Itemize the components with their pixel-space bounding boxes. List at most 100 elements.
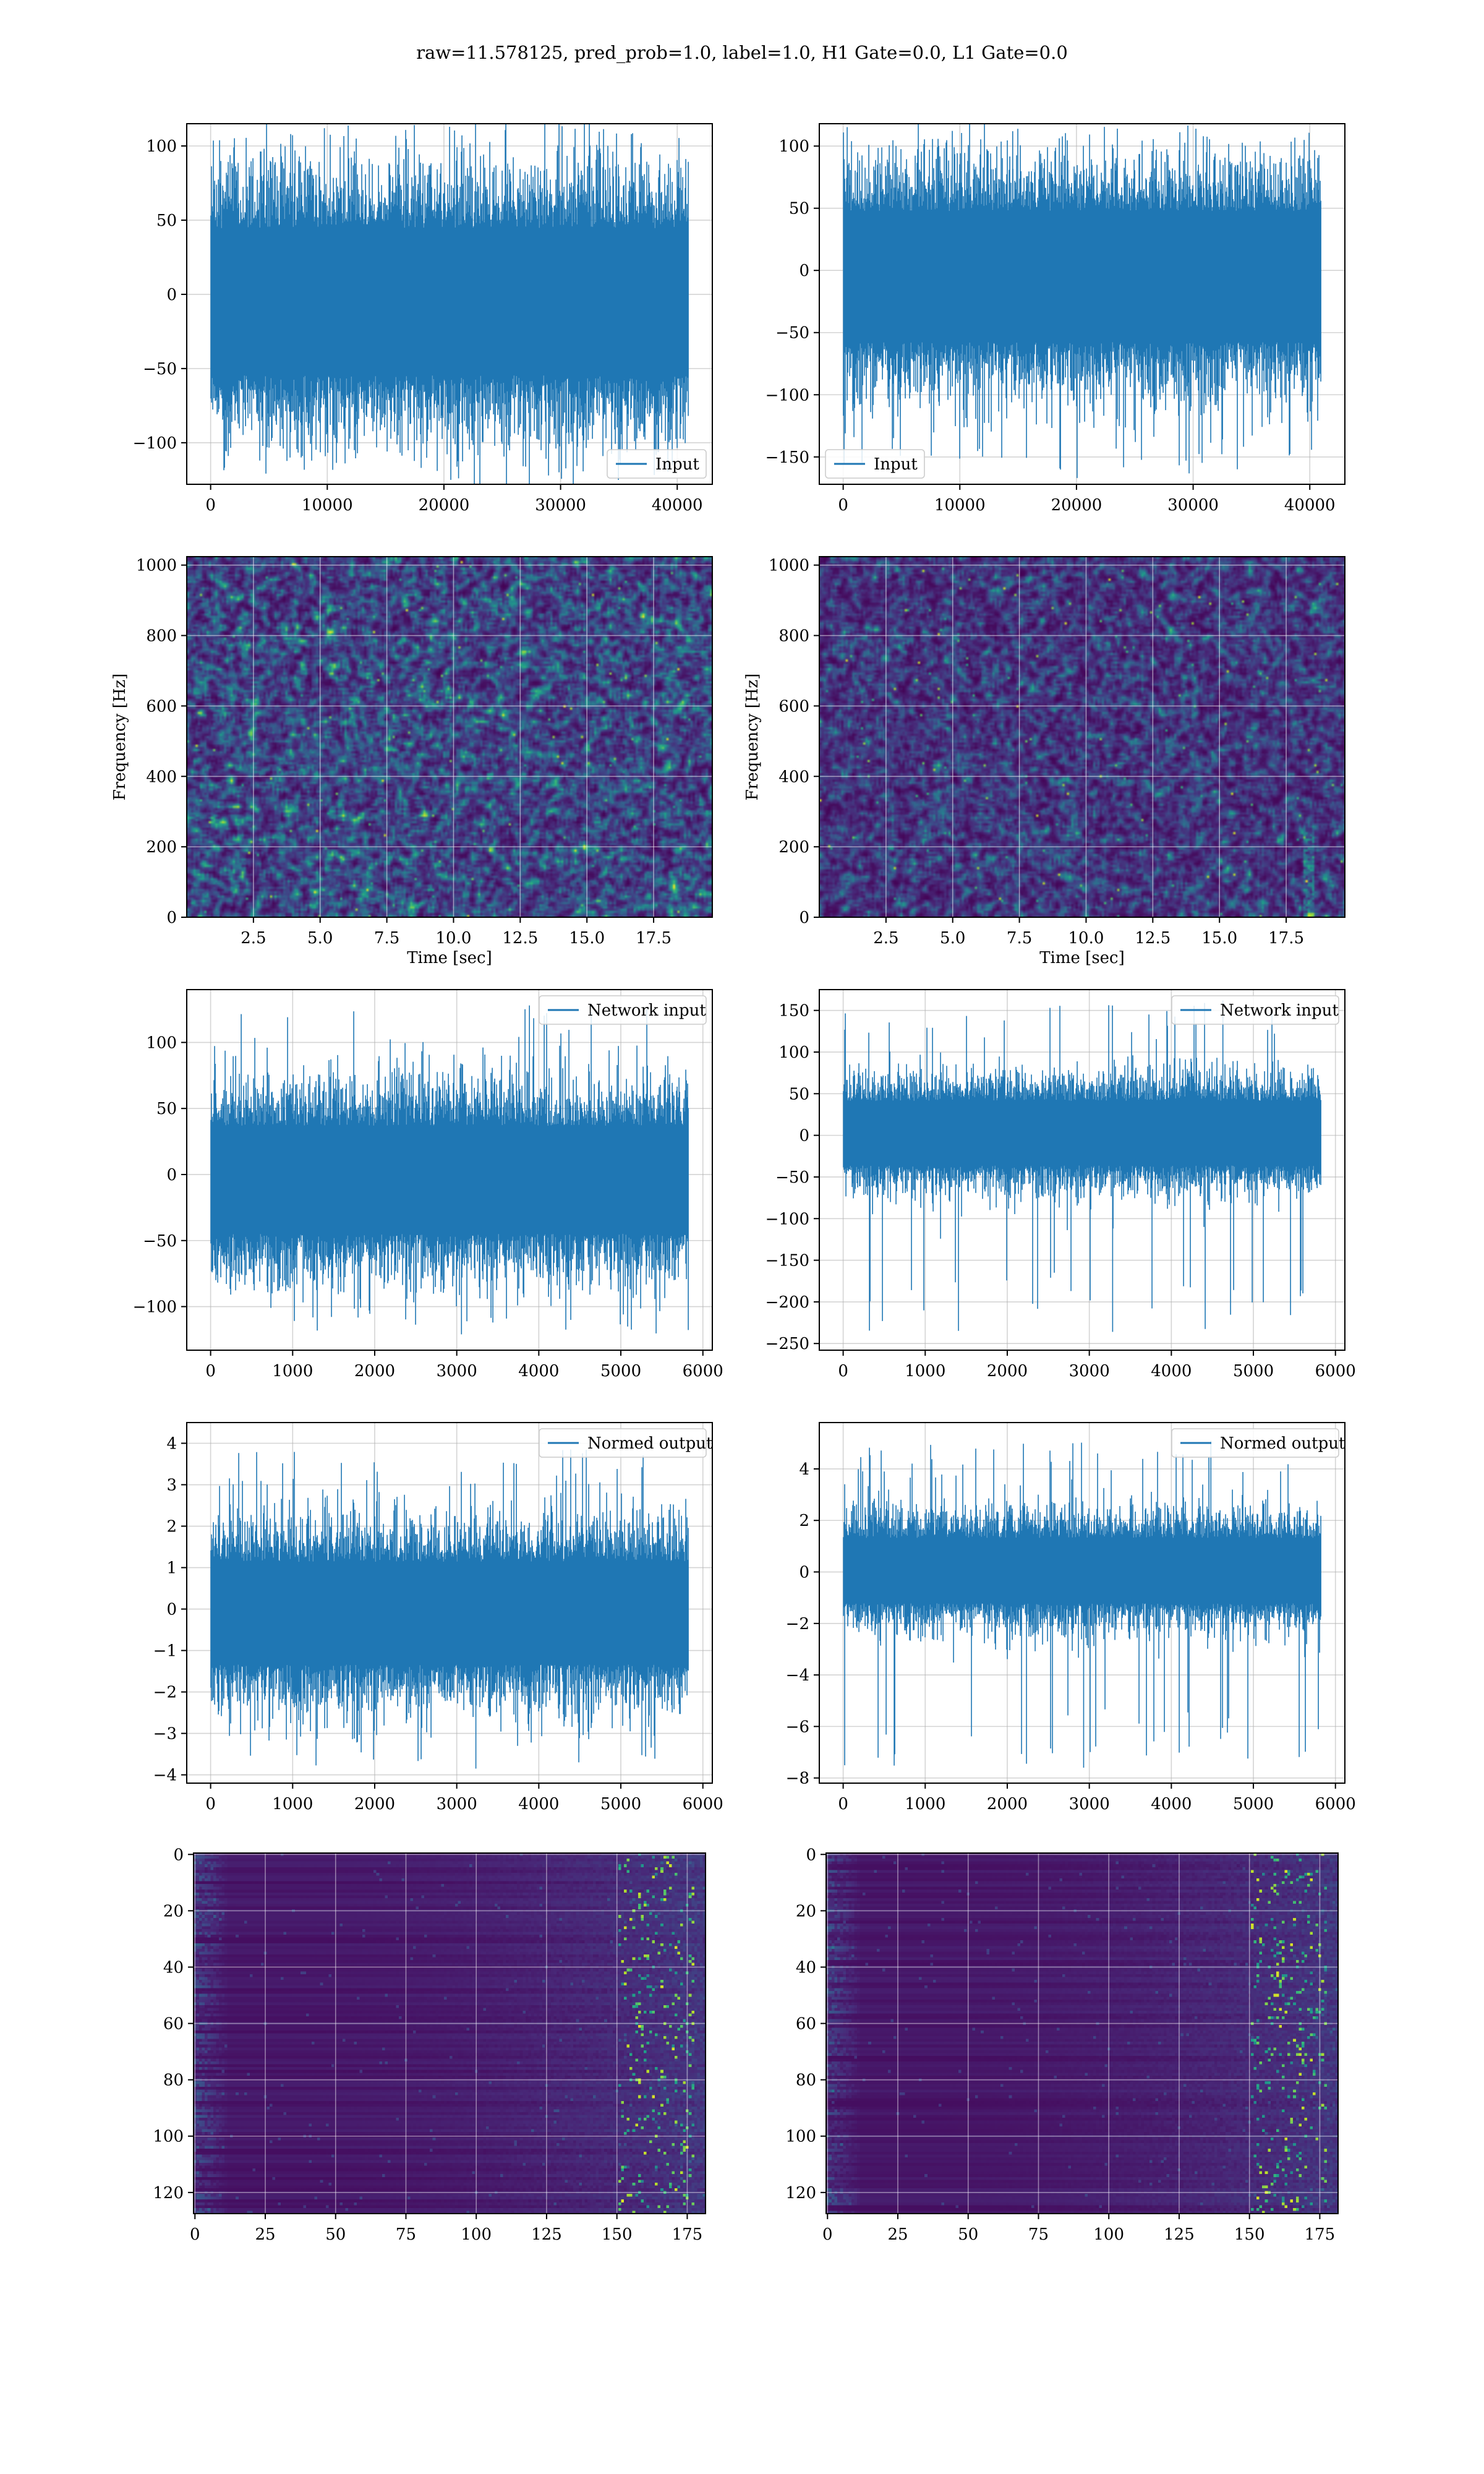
r2c0-legend-box bbox=[539, 995, 707, 1025]
r3c0-axes-frame bbox=[186, 1422, 713, 1784]
r3c0-legend-label: Normed output bbox=[587, 1434, 713, 1453]
r2c0-xtick-label: 0 bbox=[205, 1362, 216, 1380]
r0c1-ytick-label: −100 bbox=[765, 386, 809, 404]
r4c1-xtick-label: 125 bbox=[1164, 2225, 1195, 2244]
r4c1-xtick-label: 100 bbox=[1093, 2225, 1124, 2244]
r3c1-legend-label: Normed output bbox=[1220, 1434, 1345, 1453]
r3c1-xtick-label: 2000 bbox=[987, 1795, 1028, 1813]
r0c1-xtick-label: 40000 bbox=[1284, 496, 1336, 515]
r2c1-xtick-label: 3000 bbox=[1069, 1362, 1110, 1380]
r4c1-ytick-label: 0 bbox=[806, 1846, 816, 1864]
r1c0-xlabel: Time [sec] bbox=[407, 949, 492, 967]
r0c0-ytick-label: 0 bbox=[166, 286, 177, 304]
r0c1-ytick-label: 50 bbox=[789, 200, 809, 218]
r3c0-legend: Normed output bbox=[539, 1428, 713, 1458]
r0c0-ytick-label: −50 bbox=[143, 360, 177, 379]
r4c0-xtick-label: 125 bbox=[531, 2225, 562, 2244]
r1c1-xtick-label: 5.0 bbox=[940, 929, 965, 948]
r3c1-ytick-label: −4 bbox=[786, 1666, 809, 1685]
r1c0-xtick-label: 10.0 bbox=[436, 929, 472, 948]
r1c1-ytick-label: 600 bbox=[778, 697, 809, 716]
r3c0-ytick-label: 0 bbox=[166, 1601, 177, 1619]
r0c0-panel: 0 10000 20000 30000 40000 −100 −50 0 50 100 Input bbox=[133, 123, 713, 515]
r4c0-ytick-label: 40 bbox=[163, 1958, 184, 1977]
r3c0-xtick-label: 4000 bbox=[518, 1795, 559, 1813]
r2c0-xtick-label: 4000 bbox=[518, 1362, 559, 1380]
r3c1-xtick-label: 3000 bbox=[1069, 1795, 1110, 1813]
r2c1-ytick-label: −200 bbox=[765, 1293, 809, 1312]
r4c0-xtick-label: 0 bbox=[190, 2225, 200, 2244]
r3c0-ytick-label: 3 bbox=[166, 1476, 177, 1495]
r2c0-legend: Network input bbox=[539, 995, 707, 1025]
r4c0-xtick-label: 175 bbox=[672, 2225, 703, 2244]
r3c1-ytick-label: −8 bbox=[786, 1770, 809, 1788]
r3c0-ytick-label: 1 bbox=[166, 1559, 177, 1578]
r4c0-xtick-label: 50 bbox=[325, 2225, 346, 2244]
r1c1-xtick-label: 12.5 bbox=[1135, 929, 1171, 948]
r1c1-ytick-label: 800 bbox=[778, 627, 809, 646]
r2c0-ytick-label: −50 bbox=[143, 1232, 177, 1251]
r2c1-xtick-label: 1000 bbox=[905, 1362, 945, 1380]
r4c1-xtick-label: 50 bbox=[958, 2225, 978, 2244]
r0c0-legend-box bbox=[607, 449, 707, 479]
r4c1-ytick-label: 40 bbox=[796, 1958, 816, 1977]
r1c1-ytick-label: 200 bbox=[778, 838, 809, 857]
r2c1-ytick-label: 50 bbox=[789, 1085, 809, 1103]
r1c0-ylabel: Frequency [Hz] bbox=[111, 674, 129, 801]
r4c0-activation-image bbox=[194, 1853, 706, 2214]
r4c1-ytick-label: 120 bbox=[785, 2184, 816, 2202]
r4c1-ytick-label: 20 bbox=[796, 1902, 816, 1920]
r4c0-axes-frame bbox=[193, 1852, 706, 2214]
r0c1-ytick-label: 100 bbox=[778, 137, 809, 156]
r0c0-series-line bbox=[210, 124, 689, 484]
r0c0-legend-label: Input bbox=[655, 455, 699, 474]
r4c1-xtick-label: 0 bbox=[822, 2225, 833, 2244]
r1c1-ytick-label: 400 bbox=[778, 768, 809, 786]
r4c0-xtick-label: 100 bbox=[461, 2225, 492, 2244]
r3c0-ytick-label: −2 bbox=[153, 1684, 177, 1702]
r0c1-panel: 0 10000 20000 30000 40000 −150 −100 −50 0 50 100 In… bbox=[765, 123, 1345, 515]
r0c1-ytick-label: 0 bbox=[799, 262, 809, 280]
r3c1-panel: 0 1000 2000 3000 4000 5000 6000 −8 −6 −4 −2 0 2 4 Norm… bbox=[786, 1422, 1356, 1813]
r1c1-xtick-label: 15.0 bbox=[1201, 929, 1237, 948]
r0c0-xtick-label: 10000 bbox=[302, 496, 353, 515]
r3c1-xtick-label: 6000 bbox=[1315, 1795, 1356, 1813]
r1c1-axes-frame bbox=[819, 556, 1345, 918]
r2c0-axes-frame bbox=[186, 989, 713, 1351]
r3c1-ytick-label: 4 bbox=[799, 1460, 809, 1479]
r2c0-ytick-label: −100 bbox=[133, 1298, 177, 1317]
r4c0-xtick-label: 25 bbox=[255, 2225, 275, 2244]
r0c1-axes-frame bbox=[819, 123, 1345, 485]
r2c0-ytick-label: 0 bbox=[166, 1166, 177, 1184]
r2c1-ytick-label: 150 bbox=[778, 1002, 809, 1021]
r0c1-legend-box bbox=[825, 449, 925, 479]
r1c0-ytick-label: 400 bbox=[146, 768, 177, 786]
figure-title: raw=11.578125, pred_prob=1.0, label=1.0,… bbox=[416, 42, 1068, 63]
r1c0-spectrogram-image bbox=[187, 557, 712, 917]
r1c0-axes-frame bbox=[186, 556, 713, 918]
r0c1-series-line bbox=[843, 124, 1321, 478]
r3c0-ytick-label: −1 bbox=[153, 1642, 177, 1661]
r0c1-xtick-label: 30000 bbox=[1167, 496, 1219, 515]
r0c0-ytick-label: −100 bbox=[133, 434, 177, 453]
r4c1-xtick-label: 25 bbox=[887, 2225, 908, 2244]
r3c0-legend-box bbox=[539, 1428, 707, 1458]
r2c0-xtick-label: 6000 bbox=[683, 1362, 723, 1380]
r1c0-ytick-label: 1000 bbox=[136, 557, 177, 575]
r3c1-ytick-label: 0 bbox=[799, 1564, 809, 1582]
r1c1-spectrogram-image bbox=[819, 557, 1345, 917]
r0c0-xtick-label: 0 bbox=[205, 496, 216, 515]
r1c1-panel: 2.5 5.0 7.5 10.0 12.5 15.0 17.5 0 200 400 600 800 10… bbox=[743, 556, 1345, 967]
r1c1-xtick-label: 7.5 bbox=[1007, 929, 1032, 948]
r2c0-xtick-label: 2000 bbox=[354, 1362, 395, 1380]
r2c1-ytick-label: 0 bbox=[799, 1127, 809, 1145]
r4c1-xtick-label: 150 bbox=[1234, 2225, 1265, 2244]
r3c1-xtick-label: 1000 bbox=[905, 1795, 945, 1813]
r2c0-xtick-label: 5000 bbox=[600, 1362, 641, 1380]
r0c0-legend: Input bbox=[607, 449, 707, 479]
r4c0-ytick-label: 80 bbox=[163, 2071, 184, 2090]
r2c0-ytick-label: 50 bbox=[156, 1100, 177, 1118]
r3c0-ytick-label: 4 bbox=[166, 1435, 177, 1453]
r2c0-xtick-label: 1000 bbox=[272, 1362, 313, 1380]
r0c1-xtick-label: 10000 bbox=[934, 496, 986, 515]
